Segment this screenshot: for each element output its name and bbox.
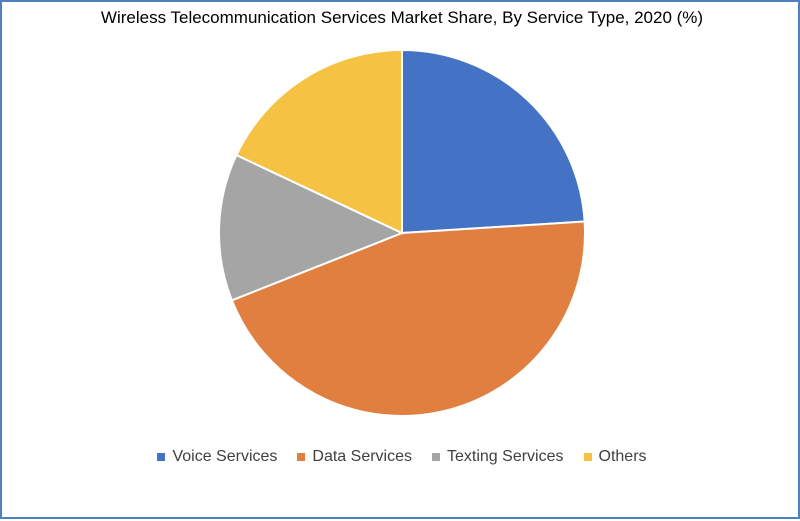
pie-slice-others [235,48,403,235]
legend-label: Voice Services [172,448,278,465]
pie-slice-voice-services [401,48,586,235]
pie-slice-data-services [230,220,586,417]
legend-label: Texting Services [447,448,564,465]
legend-item-texting-services: Texting Services [432,448,564,466]
legend-swatch [297,453,306,461]
legend-swatch [432,453,440,461]
legend-label: Data Services [312,448,412,465]
legend-label: Others [598,448,647,465]
legend-item-voice-services: Voice Services [157,448,277,466]
chart-legend: Voice Services Data Services Texting Ser… [2,448,800,466]
legend-item-others: Others [583,448,647,466]
pie-slice-texting-services [218,153,405,302]
legend-item-data-services: Data Services [297,448,412,466]
legend-swatch [583,453,592,461]
legend-swatch [157,453,166,461]
chart-title: Wireless Telecommunication Services Mark… [100,8,704,27]
